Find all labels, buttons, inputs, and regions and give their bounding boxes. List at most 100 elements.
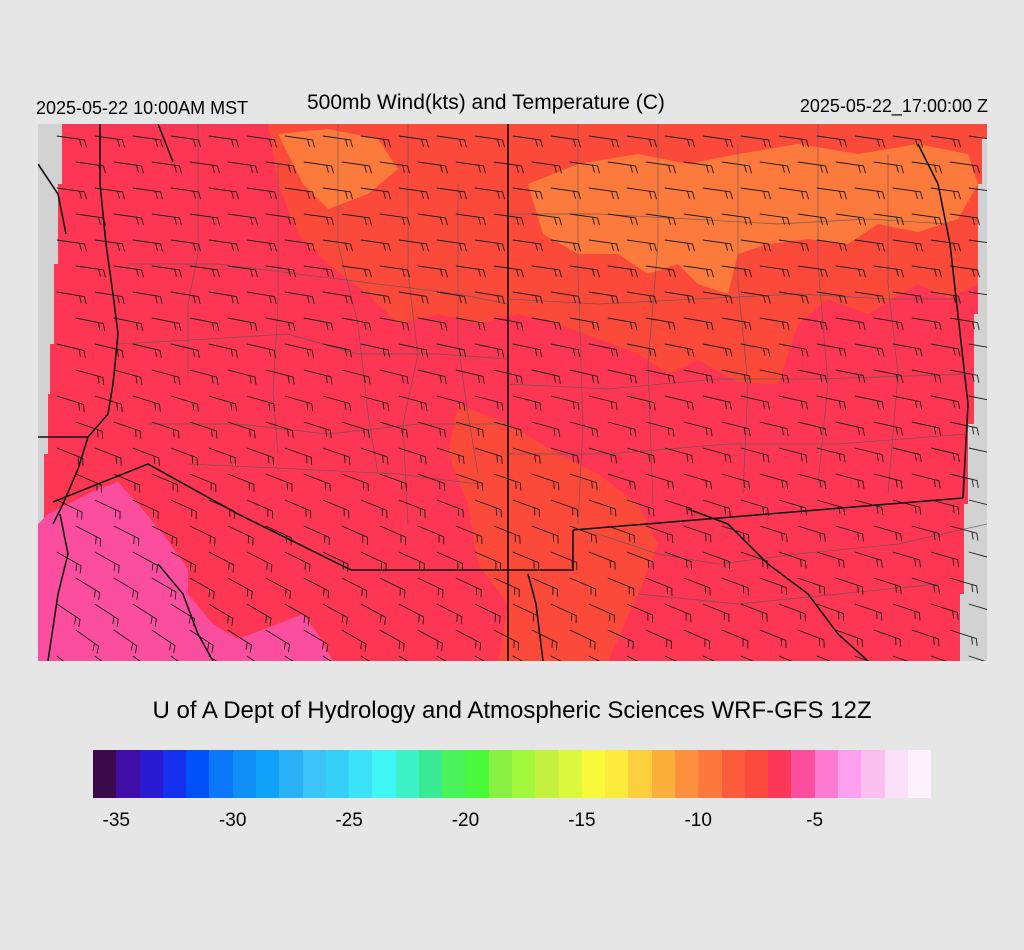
wind-barb (227, 369, 257, 385)
wind-barb (189, 161, 220, 174)
wind-barb (284, 395, 314, 412)
wind-barb (835, 421, 865, 436)
wind-barb (645, 525, 674, 543)
wind-barb (474, 291, 505, 304)
wind-barb (607, 525, 636, 544)
wind-barb (265, 161, 296, 174)
wind-barb (835, 629, 863, 648)
colorbar-swatch (884, 750, 908, 798)
colorbar-tick-label: -10 (684, 810, 712, 831)
wind-barb (341, 369, 371, 385)
wind-barb (322, 603, 348, 626)
wind-barb (398, 499, 426, 518)
wind-barb (968, 603, 987, 610)
wind-barb (113, 213, 144, 226)
wind-barb (284, 239, 315, 252)
wind-barb (968, 239, 987, 244)
wind-barb (797, 369, 828, 384)
wind-barb (816, 603, 845, 622)
wind-barb (531, 629, 558, 651)
wind-barb (56, 291, 87, 305)
wind-barb (892, 395, 923, 410)
wind-barb (645, 317, 676, 331)
wind-barb (246, 187, 277, 200)
colorbar-tick-label: -35 (102, 810, 130, 831)
wind-barb (208, 603, 234, 626)
wind-barb (132, 447, 160, 466)
wind-barb (531, 577, 558, 597)
wind-barb (379, 161, 410, 174)
wind-barb (246, 291, 277, 305)
wind-barb (284, 187, 315, 200)
wind-barb (170, 551, 196, 573)
wind-barb (360, 343, 391, 358)
wind-barb (873, 473, 903, 489)
wind-barb (94, 187, 125, 200)
wind-barb (246, 343, 276, 358)
wind-barb (892, 239, 923, 252)
colorbar-swatch (535, 750, 559, 798)
wind-barb (360, 655, 370, 661)
wind-barb (664, 187, 695, 200)
wind-barb (816, 499, 846, 516)
wind-barb (873, 213, 904, 226)
wind-barb (455, 161, 486, 174)
wind-barb (702, 239, 733, 252)
wind-barb (341, 161, 372, 174)
wind-barb (455, 629, 482, 651)
wind-barb (721, 525, 750, 543)
wind-barb (816, 551, 845, 569)
wind-barb (854, 291, 885, 304)
wind-barb (284, 447, 313, 465)
wind-barb (303, 317, 334, 331)
wind-barb (455, 473, 484, 491)
wind-barb (854, 239, 885, 252)
wind-barb (56, 187, 87, 200)
wind-barb (360, 291, 391, 304)
wind-barb (683, 161, 714, 174)
wind-barb (892, 343, 923, 357)
wind-barb (322, 395, 352, 412)
wind-barb (607, 317, 638, 331)
wind-barb (721, 421, 751, 437)
wind-barb (208, 343, 238, 358)
wind-barb (911, 629, 940, 647)
wind-barb (341, 317, 372, 331)
wind-barb (512, 395, 542, 411)
wind-barb (113, 577, 139, 600)
wind-barb (588, 291, 619, 304)
wind-barb (398, 291, 429, 304)
wind-barb (854, 343, 885, 357)
wind-barb (797, 317, 828, 331)
wind-barb (759, 369, 790, 384)
wind-barb (816, 343, 847, 357)
wind-barb (550, 291, 581, 304)
wind-barb (607, 473, 636, 490)
wind-barb (721, 473, 751, 490)
wind-barb (607, 265, 638, 278)
wind-barb (759, 213, 790, 226)
wind-barb (284, 135, 315, 148)
wind-barb (265, 577, 291, 599)
wind-barb (911, 577, 940, 594)
wind-barb (227, 213, 258, 226)
colorbar-swatch (907, 750, 932, 798)
wind-barb (873, 629, 902, 647)
wind-barb (512, 135, 543, 148)
wind-barb (56, 395, 85, 413)
wind-barb (968, 343, 987, 348)
wind-barb (113, 525, 140, 547)
wind-barb (360, 447, 389, 465)
wind-barb (94, 239, 125, 252)
wind-barb (379, 473, 407, 492)
wind-barb (854, 499, 884, 516)
wind-barb (417, 421, 446, 438)
wind-barb (493, 629, 520, 651)
wind-barb (683, 421, 713, 437)
border-nm-mexico (351, 530, 574, 571)
wind-barb (569, 265, 600, 278)
wind-barb (550, 135, 581, 148)
wind-barb (930, 551, 960, 568)
warmest-region-north (528, 144, 978, 294)
wind-barb (113, 317, 144, 331)
